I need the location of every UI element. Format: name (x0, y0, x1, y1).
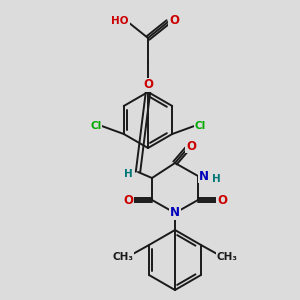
Text: O: O (217, 194, 227, 206)
Text: O: O (169, 14, 179, 28)
Text: N: N (170, 206, 180, 220)
Text: H: H (212, 174, 221, 184)
Text: O: O (186, 140, 196, 152)
Text: Cl: Cl (90, 121, 101, 131)
Text: Cl: Cl (195, 121, 206, 131)
Text: O: O (123, 194, 133, 206)
Text: O: O (143, 79, 153, 92)
Text: CH₃: CH₃ (217, 252, 238, 262)
Text: HO: HO (111, 16, 129, 26)
Text: N: N (199, 169, 209, 182)
Text: CH₃: CH₃ (112, 252, 134, 262)
Text: H: H (124, 169, 132, 179)
